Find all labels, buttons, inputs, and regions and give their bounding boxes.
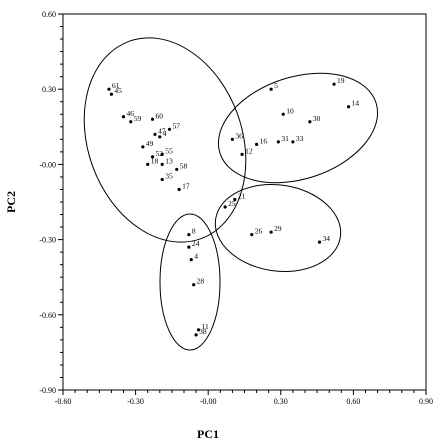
data-point-label: 30 xyxy=(313,114,321,123)
data-point xyxy=(240,152,244,156)
data-point-label: 52 xyxy=(156,149,164,158)
x-tick-label: 0.30 xyxy=(274,397,288,406)
data-point xyxy=(187,245,191,249)
data-point-label: 17 xyxy=(182,181,190,190)
x-tick-label: -0.30 xyxy=(127,397,144,406)
y-tick-label: 0.60 xyxy=(42,10,56,19)
data-point-label: 29 xyxy=(274,224,282,233)
data-point xyxy=(109,92,113,96)
data-point-label: 58 xyxy=(180,161,188,170)
data-point-label: 24 xyxy=(192,239,200,248)
data-point-label: 26 xyxy=(255,227,263,236)
y-axis-title: PC2 xyxy=(4,191,18,213)
data-point xyxy=(194,333,198,337)
data-point-label: 8 xyxy=(192,227,196,236)
data-point xyxy=(230,137,234,141)
data-point xyxy=(189,258,193,262)
data-point-label: 25 xyxy=(228,199,236,208)
data-point-label: 14 xyxy=(352,99,360,108)
y-tick-label: -0.30 xyxy=(39,236,56,245)
data-point xyxy=(107,87,111,91)
data-point xyxy=(187,232,191,237)
data-point-label: 4 xyxy=(163,129,167,138)
data-point-label: 34 xyxy=(323,234,331,243)
x-tick-label: 0.60 xyxy=(346,397,360,406)
y-tick-label: 0.30 xyxy=(42,85,56,94)
data-point xyxy=(223,205,227,209)
cluster-ellipses xyxy=(83,37,379,351)
data-point-label: 28 xyxy=(197,277,205,286)
cluster-ellipse-lower-right xyxy=(214,184,342,272)
data-point xyxy=(177,187,181,192)
data-point-label: 61 xyxy=(112,81,120,90)
cluster-ellipse-left xyxy=(83,37,247,243)
data-point-label: 45 xyxy=(114,86,122,95)
data-point-label: 59 xyxy=(134,114,142,123)
data-point xyxy=(192,283,196,287)
data-point-label: 5 xyxy=(274,81,278,90)
data-point xyxy=(160,152,164,156)
data-point xyxy=(150,117,155,121)
data-point-label: 11 xyxy=(202,322,209,331)
data-point-label: 57 xyxy=(172,121,180,130)
x-tick-label: -0.60 xyxy=(55,397,72,406)
data-point-label: 12 xyxy=(245,146,253,155)
data-point xyxy=(269,87,273,91)
x-tick-label: 0.90 xyxy=(419,397,433,406)
data-point-label: 19 xyxy=(337,76,345,85)
y-tick-label: -0.00 xyxy=(39,160,56,169)
data-point-label: 55 xyxy=(165,146,173,155)
data-point xyxy=(167,127,172,131)
data-point-label: 13 xyxy=(165,156,173,165)
data-point xyxy=(281,112,285,116)
data-point xyxy=(250,232,254,237)
data-point xyxy=(196,328,201,332)
data-point-label: 21 xyxy=(238,191,246,200)
data-point xyxy=(160,177,164,182)
data-point-label: 46 xyxy=(127,109,135,118)
data-point-label: 35 xyxy=(165,171,173,180)
data-point xyxy=(158,135,162,139)
data-point-label: 47 xyxy=(158,126,166,135)
x-tick-label: -0.00 xyxy=(200,397,217,406)
data-point xyxy=(121,115,126,119)
data-point xyxy=(141,145,145,149)
data-point-label: 31 xyxy=(281,134,289,143)
data-point-label: 4 xyxy=(194,252,198,261)
data-point xyxy=(276,140,280,144)
cluster-ellipse-bottom xyxy=(159,213,221,351)
data-point xyxy=(175,167,179,172)
data-point-label: 33 xyxy=(296,134,304,143)
data-point xyxy=(255,142,259,146)
y-tick-label: -0.90 xyxy=(39,386,56,395)
data-point-label: 10 xyxy=(286,106,294,115)
x-axis-title: PC1 xyxy=(197,427,219,441)
data-point xyxy=(308,120,312,124)
data-point-label: 38 xyxy=(199,327,207,336)
data-point xyxy=(346,105,351,109)
data-point xyxy=(150,155,155,159)
data-point xyxy=(317,240,322,244)
data-point xyxy=(233,197,237,202)
data-point-label: 49 xyxy=(146,139,154,148)
data-point xyxy=(153,132,157,136)
data-point xyxy=(291,140,295,144)
axis-ticks: -0.60 -0.30 -0.00 0.30 0.60 0.90 0.60 0.30 -0.00… xyxy=(39,10,433,406)
cluster-ellipse-upper-right xyxy=(217,72,379,184)
data-point xyxy=(146,162,150,166)
plot-frame xyxy=(62,13,427,391)
data-point-label: 18 xyxy=(151,156,159,165)
data-point xyxy=(160,162,164,166)
data-point-label: 60 xyxy=(156,111,164,120)
y-tick-label: -0.60 xyxy=(39,311,56,320)
data-point-label: 36 xyxy=(235,131,243,140)
data-point-label: 16 xyxy=(260,136,268,145)
data-point xyxy=(129,120,133,124)
data-point xyxy=(332,82,336,86)
data-point xyxy=(269,230,273,234)
